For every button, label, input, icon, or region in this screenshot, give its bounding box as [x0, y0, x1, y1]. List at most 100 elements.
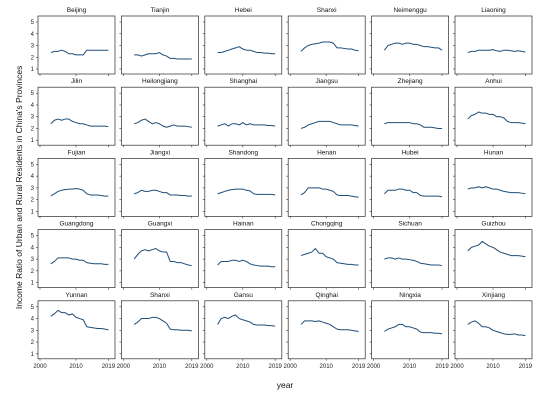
panel-title: Xinjiang — [482, 292, 506, 299]
panel-title: Shanxi — [317, 7, 337, 14]
panel-1: Beijing 1 2 3 4 5 — [31, 7, 116, 76]
panel-9: Shanghai — [202, 78, 283, 148]
panel-7: Jilin 1 2 3 4 5 — [31, 78, 116, 148]
series-line — [134, 189, 192, 197]
panel-26: Shanxi 2000 2010 2019 — [117, 292, 199, 370]
y-tick-label: 1 — [31, 138, 35, 144]
panel-title: Sichuan — [398, 221, 422, 228]
panel-title: Ningxia — [399, 292, 421, 299]
x-tick-label: 2019 — [519, 364, 533, 370]
panel-title: Shanxi — [150, 292, 170, 299]
y-tick-label: 2 — [31, 269, 35, 275]
y-tick-label: 1 — [31, 352, 35, 358]
panel-3: Hebei — [202, 7, 283, 76]
panel-11: Zhejiang — [369, 78, 449, 148]
panel-27: Gansu 2000 2010 2019 — [200, 292, 282, 370]
panel-frame — [204, 229, 283, 288]
series-line — [384, 188, 443, 198]
panel-title: Gansu — [234, 292, 254, 299]
series-line — [217, 314, 276, 327]
panel-title: Beijing — [67, 7, 87, 14]
series-line — [50, 309, 109, 331]
panel-title: Hainan — [233, 221, 254, 228]
series-line — [217, 122, 276, 127]
x-tick-label: 2019 — [269, 364, 283, 370]
panel-10: Jiangsu — [286, 78, 366, 148]
y-tick-label: 2 — [31, 198, 35, 204]
panel-17: Hubei — [369, 149, 449, 219]
panel-20: Guangxi — [119, 221, 199, 290]
series-line — [133, 316, 192, 332]
series-line — [467, 111, 526, 125]
panel-21: Hainan — [202, 221, 283, 290]
panel-title: Guangdong — [60, 221, 94, 228]
series-line — [134, 118, 192, 128]
panel-title: Jilin — [71, 78, 83, 85]
y-tick-label: 1 — [31, 209, 35, 215]
panel-title: Henan — [317, 149, 337, 156]
panel-title: Jiangsu — [315, 78, 338, 85]
y-tick-label: 4 — [31, 174, 35, 180]
x-tick-label: 2000 — [200, 364, 214, 370]
series-line — [50, 118, 109, 128]
panel-frame — [37, 300, 116, 360]
panel-title: Hubei — [402, 149, 419, 156]
x-tick-label: 2010 — [69, 364, 83, 370]
panel-title: Zhejiang — [398, 78, 423, 85]
panel-frame — [371, 300, 449, 360]
panel-frame — [454, 158, 533, 217]
panel-frame — [121, 15, 199, 75]
panel-frame — [204, 15, 283, 75]
panel-frame — [37, 229, 116, 288]
series-line — [300, 41, 359, 52]
y-tick-label: 2 — [31, 55, 35, 61]
series-line — [133, 248, 192, 267]
series-line — [300, 120, 359, 129]
panel-frame — [121, 158, 199, 217]
series-line — [467, 240, 526, 258]
panel-frame — [454, 15, 533, 75]
y-tick-label: 2 — [31, 126, 35, 132]
series-line — [217, 259, 276, 268]
panel-title: Tianjin — [150, 7, 169, 14]
y-tick-label: 5 — [31, 162, 35, 168]
series-line — [467, 186, 526, 195]
series-line — [50, 49, 109, 56]
y-tick-label: 3 — [31, 328, 35, 334]
series-line — [300, 320, 359, 332]
panel-22: Chongqing — [286, 221, 366, 290]
panel-2: Tianjin — [119, 7, 199, 76]
panel-30: Xinjiang 2000 2010 2019 — [450, 292, 532, 370]
panel-4: Shanxi — [286, 7, 366, 76]
panel-title: Neimenggu — [393, 7, 427, 14]
y-tick-label: 5 — [31, 91, 35, 97]
series-line — [467, 320, 526, 337]
panel-frame — [371, 86, 449, 146]
y-tick-label: 3 — [31, 186, 35, 192]
panel-25: Yunnan 1 2 3 4 5 2000 2010 2019 — [31, 292, 116, 370]
y-tick-label: 4 — [31, 32, 35, 38]
panel-6: Liaoning — [453, 7, 533, 76]
y-axis-title: Income Ratio of Urban and Rural Resident… — [14, 66, 24, 310]
series-line — [134, 52, 192, 60]
y-tick-label: 5 — [31, 305, 35, 311]
panel-frame — [371, 158, 449, 217]
series-line — [467, 49, 526, 54]
y-tick-label: 3 — [31, 257, 35, 263]
x-tick-label: 2010 — [403, 364, 417, 370]
panel-title: Chongqing — [311, 221, 343, 228]
panel-frame — [287, 300, 366, 360]
panel-title: Guangxi — [148, 221, 172, 228]
panel-8: Heilongjiang — [119, 78, 199, 148]
panel-title: Qinghai — [315, 292, 337, 299]
panel-frame — [287, 229, 366, 288]
panel-frame — [371, 15, 449, 75]
panel-19: Guangdong 1 2 3 4 5 — [31, 221, 116, 290]
x-tick-label: 2000 — [284, 364, 298, 370]
panel-16: Henan — [286, 149, 366, 219]
x-tick-label: 2000 — [33, 364, 47, 370]
panel-14: Jiangxi — [119, 149, 199, 219]
panel-title: Guizhou — [481, 221, 506, 228]
panel-frame — [454, 229, 533, 288]
y-tick-label: 1 — [31, 67, 35, 73]
